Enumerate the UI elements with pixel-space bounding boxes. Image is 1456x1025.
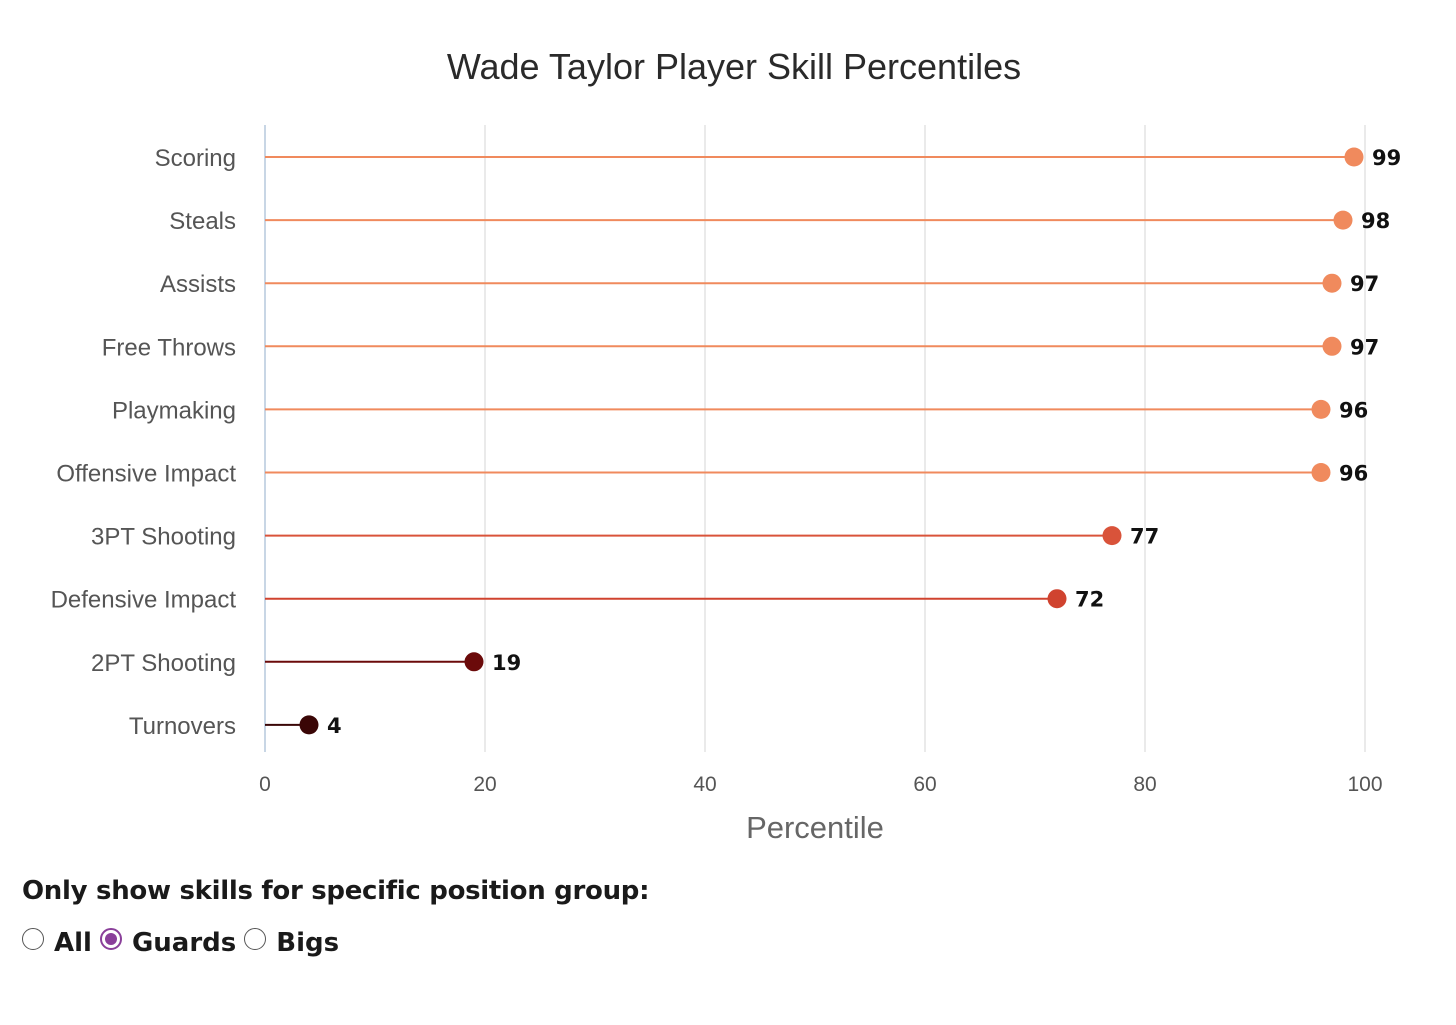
category-label: 2PT Shooting <box>91 650 236 677</box>
lollipop-dot <box>1311 463 1331 482</box>
lollipop-marks: 99 98 97 97 96 96 77 72 19 4 <box>265 146 1401 738</box>
radio-option-guards[interactable]: Guards <box>99 928 237 958</box>
lollipop-chart: Wade Taylor Player Skill Percentiles 0 20… <box>51 46 1402 845</box>
value-label: 77 <box>1130 525 1159 549</box>
category-label: Defensive Impact <box>51 587 237 614</box>
radio-label: Guards <box>131 928 237 958</box>
x-tick-label: 0 <box>259 773 271 796</box>
filter-heading: Only show skills for specific position g… <box>22 876 650 906</box>
radio-option-all[interactable]: All <box>22 928 92 958</box>
lollipop-dot <box>1344 147 1364 167</box>
value-label: 98 <box>1361 209 1390 233</box>
radio-checked-icon[interactable] <box>99 928 122 950</box>
category-label: Assists <box>160 271 236 298</box>
x-tick-label: 100 <box>1347 773 1382 796</box>
x-axis-title: Percentile <box>746 810 884 845</box>
category-label: Turnovers <box>129 713 236 740</box>
value-label: 72 <box>1075 588 1104 612</box>
x-tick-labels: 0 20 40 60 80 100 <box>259 773 1382 796</box>
lollipop-dot <box>1311 399 1331 419</box>
value-label: 97 <box>1350 272 1379 296</box>
value-label: 96 <box>1339 398 1368 422</box>
category-labels: Scoring Steals Assists Free Throws Playmakin… <box>51 145 237 740</box>
lollipop-dot <box>464 652 484 672</box>
value-label: 99 <box>1372 146 1401 170</box>
position-radio-group: All Guards Bigs <box>22 928 649 958</box>
lollipop-dot <box>1322 336 1342 356</box>
lollipop-dot <box>1333 210 1353 230</box>
category-label: Steals <box>169 208 236 235</box>
x-tick-label: 60 <box>913 773 936 796</box>
chart-title: Wade Taylor Player Skill Percentiles <box>447 46 1021 87</box>
radio-unchecked-icon[interactable] <box>22 928 44 950</box>
radio-unchecked-icon[interactable] <box>244 928 267 950</box>
radio-label: All <box>54 928 92 958</box>
value-label: 4 <box>327 714 342 738</box>
value-label: 97 <box>1350 335 1379 359</box>
x-tick-label: 40 <box>693 773 716 796</box>
category-label: Scoring <box>155 145 236 172</box>
category-label: 3PT Shooting <box>91 524 236 551</box>
value-label: 19 <box>492 651 521 675</box>
category-label: Offensive Impact <box>56 461 236 488</box>
position-filter: Only show skills for specific position g… <box>22 876 650 958</box>
lollipop-dot <box>1047 589 1067 609</box>
lollipop-dot <box>299 715 319 735</box>
x-tick-label: 80 <box>1133 773 1156 796</box>
x-tick-label: 20 <box>473 773 496 796</box>
value-label: 96 <box>1339 462 1368 486</box>
lollipop-dot <box>1102 526 1122 546</box>
category-label: Playmaking <box>112 397 236 424</box>
radio-option-bigs[interactable]: Bigs <box>244 928 339 958</box>
radio-label: Bigs <box>276 928 340 958</box>
grid-lines <box>484 125 1366 752</box>
category-label: Free Throws <box>102 334 236 361</box>
lollipop-dot <box>1322 273 1342 293</box>
